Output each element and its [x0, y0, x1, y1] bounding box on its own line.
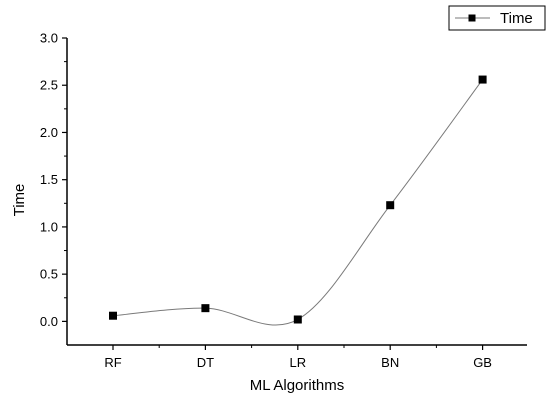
- y-tick-label: 0.0: [40, 314, 58, 329]
- y-tick-label: 3.0: [40, 31, 58, 46]
- x-tick-label: RF: [104, 355, 121, 370]
- legend-label: Time: [500, 10, 533, 27]
- y-tick-label: 2.0: [40, 125, 58, 140]
- y-tick-label: 1.0: [40, 219, 58, 234]
- x-tick-label: LR: [289, 355, 306, 370]
- x-ticks: RF DT LR BN GB: [104, 345, 492, 370]
- y-axis-title: Time: [11, 184, 28, 217]
- series-layer: [109, 75, 487, 326]
- data-point-lr: [293, 315, 302, 324]
- legend-marker: [468, 14, 476, 22]
- x-tick-label: GB: [473, 355, 492, 370]
- y-ticks: 0.0 0.5 1.0 1.5 2.0 2.5 3.0: [40, 31, 67, 329]
- x-axis-title: ML Algorithms: [250, 377, 344, 394]
- data-point-bn: [386, 201, 395, 210]
- y-tick-label: 1.5: [40, 172, 58, 187]
- x-tick-label: DT: [197, 355, 214, 370]
- series-line-time: [112, 79, 484, 326]
- legend: Time: [448, 5, 546, 31]
- y-tick-label: 2.5: [40, 78, 58, 93]
- data-point-rf: [109, 311, 117, 320]
- y-tick-label: 0.5: [40, 267, 58, 282]
- data-point-gb: [478, 75, 487, 84]
- x-tick-label: BN: [381, 355, 399, 370]
- data-point-dt: [201, 304, 210, 313]
